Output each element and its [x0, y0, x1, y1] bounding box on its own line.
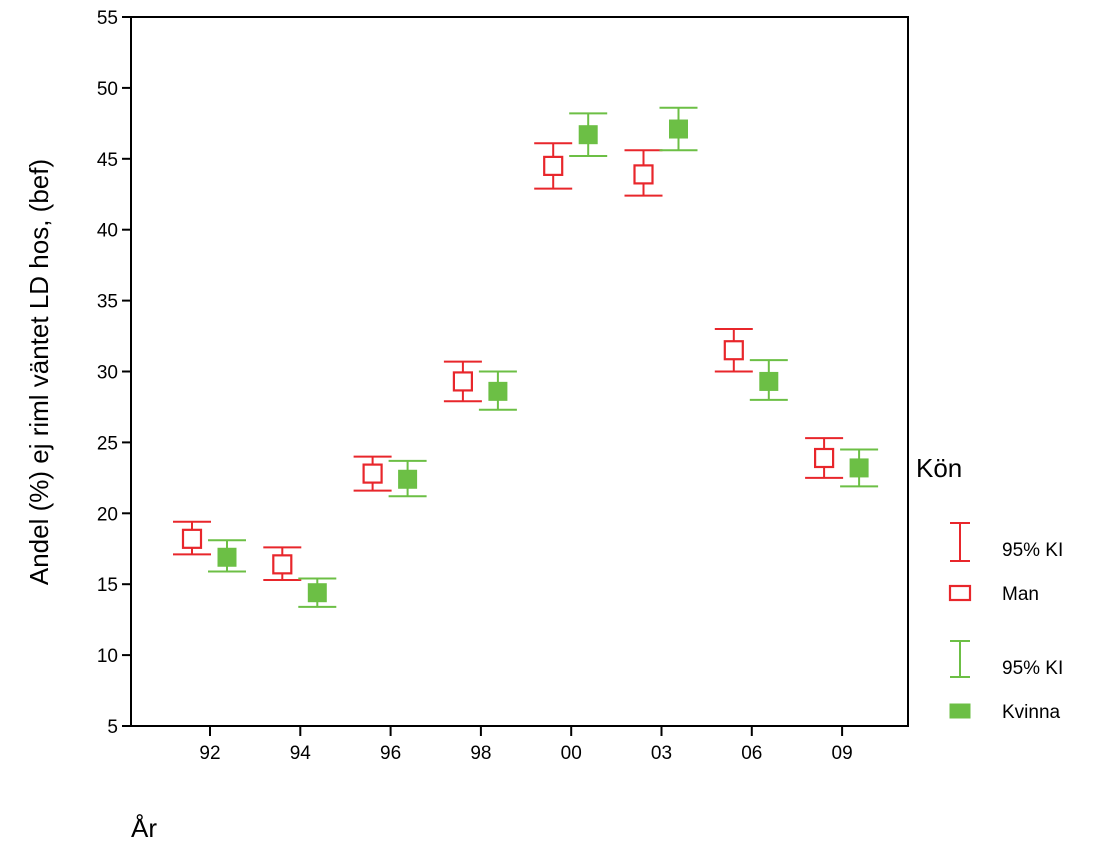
point-man: [272, 554, 293, 575]
legend-marker-icon: [949, 703, 971, 719]
x-axis-title: År: [131, 813, 157, 843]
legend-item-kvinna: 95% KI Kvinna: [949, 640, 1063, 723]
x-tick-label: 06: [741, 743, 762, 764]
point-man: [362, 463, 383, 484]
y-axis: 5 10 15 20 25 30 35 40 45 50 55: [97, 8, 131, 738]
x-tick-label: 98: [470, 743, 491, 764]
x-tick-label: 03: [651, 743, 672, 764]
y-tick-label: 50: [97, 79, 118, 100]
legend-series-label: Man: [1002, 584, 1039, 605]
data-marks: [173, 106, 879, 608]
x-tick-label: 00: [561, 743, 582, 764]
point-man: [633, 164, 654, 185]
y-tick-label: 5: [107, 717, 118, 738]
point-man: [181, 528, 203, 549]
point-man: [813, 447, 835, 469]
point-kvinna: [488, 381, 508, 401]
y-tick-label: 15: [97, 575, 118, 596]
series-man: [173, 142, 844, 581]
point-kvinna: [669, 119, 688, 139]
series-kvinna: [208, 106, 879, 608]
y-tick-label: 25: [97, 433, 118, 454]
legend-ci-label: 95% KI: [1002, 540, 1063, 561]
y-tick-label: 40: [97, 221, 118, 242]
legend-title: Kön: [916, 453, 962, 483]
point-kvinna: [759, 371, 779, 391]
y-tick-label: 20: [97, 504, 118, 525]
legend-marker-icon: [948, 584, 972, 602]
x-axis: 92 94 96 98 00 03 06 09: [199, 726, 853, 764]
y-tick-label: 30: [97, 363, 118, 384]
y-tick-label: 45: [97, 150, 118, 171]
legend-item-man: 95% KI Man: [948, 522, 1063, 605]
plot-frame: [130, 16, 909, 727]
legend-series-label: Kvinna: [1002, 702, 1061, 723]
y-tick-label: 10: [97, 646, 118, 667]
point-kvinna: [849, 458, 869, 478]
legend: Kön 95% KI Man 95% KI Kvinna: [916, 453, 1063, 723]
point-man: [452, 371, 473, 392]
legend-ci-label: 95% KI: [1002, 658, 1063, 679]
x-tick-label: 92: [199, 743, 220, 764]
y-tick-label: 35: [97, 292, 118, 313]
point-man: [543, 155, 564, 176]
y-tick-label: 55: [97, 8, 118, 29]
x-tick-label: 94: [290, 743, 312, 764]
x-tick-label: 09: [832, 743, 853, 764]
x-tick-label: 96: [380, 743, 401, 764]
point-kvinna: [307, 583, 327, 603]
point-man: [723, 340, 744, 361]
point-kvinna: [217, 547, 237, 567]
point-kvinna: [398, 469, 418, 489]
point-kvinna: [578, 125, 598, 145]
y-axis-title: Andel (%) ej riml väntet LD hos, (bef): [24, 159, 54, 585]
